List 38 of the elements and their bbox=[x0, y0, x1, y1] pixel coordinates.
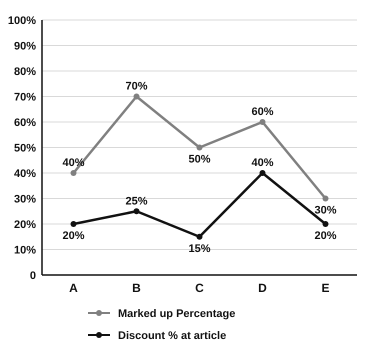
y-tick-label: 10% bbox=[14, 244, 36, 256]
y-tick-label: 90% bbox=[14, 40, 36, 52]
x-tick-label: D bbox=[258, 281, 268, 295]
point bbox=[196, 144, 202, 150]
point bbox=[322, 221, 328, 227]
x-tick-label: C bbox=[195, 281, 204, 295]
y-tick-label: 80% bbox=[14, 66, 36, 78]
data-label: 60% bbox=[251, 106, 274, 118]
y-tick-label: 30% bbox=[14, 193, 36, 206]
y-tick-label: 40% bbox=[14, 168, 36, 180]
point bbox=[322, 196, 328, 202]
data-label: 40% bbox=[251, 157, 274, 169]
point bbox=[196, 234, 202, 240]
data-label: 25% bbox=[125, 195, 148, 208]
data-label: 50% bbox=[188, 154, 211, 166]
data-label: 20% bbox=[314, 230, 337, 242]
y-tick-label: 100% bbox=[8, 14, 36, 27]
point bbox=[260, 119, 266, 125]
legend-label: Marked up Percentage bbox=[118, 308, 236, 320]
data-label: 15% bbox=[188, 242, 211, 255]
point bbox=[260, 170, 266, 176]
y-tick-label: 50% bbox=[14, 142, 36, 154]
point bbox=[134, 208, 140, 214]
point bbox=[70, 221, 76, 227]
point bbox=[70, 170, 76, 176]
x-tick-label: E bbox=[321, 281, 330, 295]
y-tick-label: 20% bbox=[14, 218, 36, 231]
y-tick-label: 60% bbox=[14, 116, 36, 129]
legend-label: Discount % at article bbox=[118, 330, 226, 342]
data-label: 30% bbox=[314, 204, 337, 216]
data-label: 70% bbox=[125, 80, 148, 92]
y-tick-label: 0 bbox=[30, 270, 36, 282]
data-label: 20% bbox=[62, 230, 85, 242]
x-tick-label: B bbox=[132, 281, 142, 295]
x-tick-label: A bbox=[69, 281, 78, 295]
y-tick-label: 70% bbox=[14, 91, 36, 104]
data-label: 40% bbox=[62, 157, 85, 169]
point bbox=[134, 94, 140, 100]
